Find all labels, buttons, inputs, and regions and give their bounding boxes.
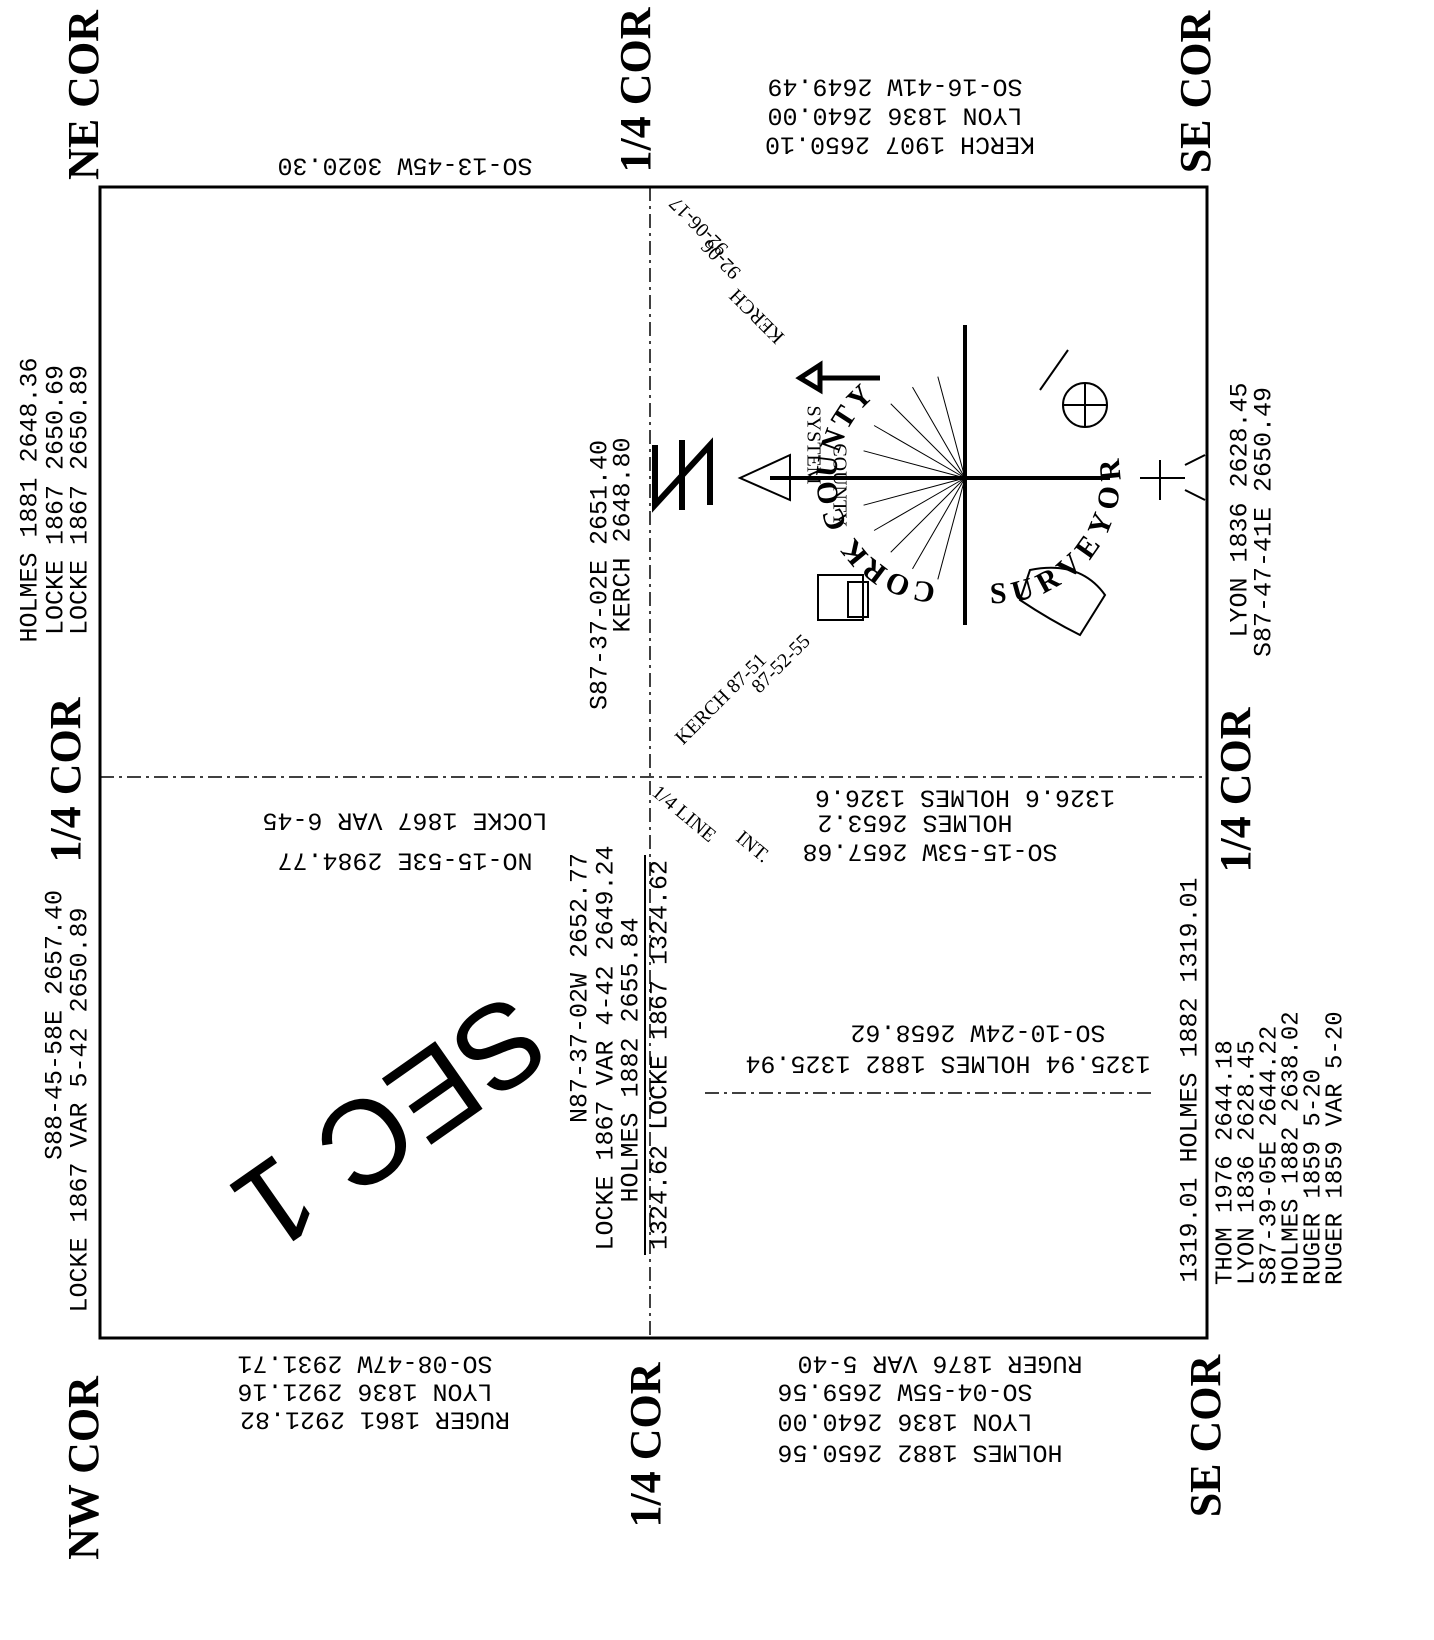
survey-label: SO-04-55W 2659.56	[777, 1376, 1032, 1405]
corner-label: NW COR	[59, 1375, 108, 1560]
compass-ray	[873, 477, 966, 531]
survey-label: HOLMES 1882 2638.02	[1278, 1011, 1305, 1285]
survey-label: HOLMES 1882 2655.84	[617, 917, 646, 1202]
survey-block: THOM 1976 2644.18 LYON 1836 2628.45 S87-…	[1212, 1011, 1349, 1285]
survey-label: 1325.94 HOLMES 1882 1325.94	[745, 1048, 1150, 1077]
survey-label: 1/4 LINE	[648, 781, 720, 847]
tripod-icon	[1140, 454, 1206, 501]
section-label: SEC 1	[210, 968, 571, 1277]
survey-label: LYON 1836 2640.00	[767, 100, 1022, 129]
compass-ray	[912, 386, 966, 479]
survey-label: S87-39-05E 2644.22	[1256, 1026, 1283, 1285]
survey-label: KERCH 1907 2650.10	[765, 129, 1035, 158]
survey-label: RUGER 1859 5-20	[1300, 1069, 1327, 1285]
triangle	[737, 453, 791, 502]
survey-label: LOCKE 1867 VAR 4-42 2649.24	[592, 845, 621, 1250]
compass-rays	[860, 376, 966, 580]
pen-icon	[1039, 349, 1069, 391]
survey-label: SO-16-41W 2649.49	[767, 71, 1022, 100]
survey-label: SO-13-45W 3020.30	[277, 150, 532, 179]
survey-label: HOLMES 1882 2650.56	[777, 1437, 1062, 1466]
corner-label: 1/4 COR	[621, 1361, 670, 1527]
survey-label: LOCKE 1867 2650.89	[66, 365, 95, 635]
globe-icon	[1063, 383, 1107, 427]
survey-label: RUGER 1859 VAR 5-20	[1322, 1011, 1349, 1285]
survey-label: INT.	[732, 827, 774, 868]
logo-text: SYSTEM	[802, 406, 824, 485]
survey-label: 1326.6 HOLMES 1326.6	[815, 782, 1115, 811]
survey-label: LOCKE 1867 VAR 5-42 2650.89	[66, 907, 95, 1312]
survey-label: NO-15-53E 2984.77	[277, 845, 532, 874]
survey-label: HOLMES 2653.2	[817, 807, 1012, 836]
compass-ray	[890, 477, 966, 553]
survey-label: S87-47-41E 2650.49	[1250, 387, 1279, 657]
compass-ray	[890, 403, 966, 479]
survey-label: SO-15-53W 2657.68	[802, 836, 1057, 865]
survey-label: LYON 1836 2628.45	[1226, 382, 1255, 637]
logo: CORK COUNTY SURVEYOR COUNTY SYSTEM KERCH…	[652, 192, 1206, 749]
survey-label: RUGER 1876 VAR 5-40	[797, 1348, 1082, 1377]
survey-label: N87-37-02W 2652.77	[566, 853, 595, 1123]
survey-label: 1319.01 HOLMES 1882 1319.01	[1176, 877, 1205, 1282]
level-icon	[795, 360, 880, 395]
compass-ray	[863, 450, 966, 479]
logo-text: SURVEYOR	[989, 452, 1122, 611]
survey-label: LYON 1836 2921.16	[237, 1376, 492, 1405]
survey-label: SO-08-47W 2931.71	[237, 1348, 492, 1377]
survey-label: LOCKE 1867 VAR 6-45	[262, 805, 547, 834]
survey-label: LYON 1836 2640.00	[777, 1406, 1032, 1435]
corner-label: 1/4 COR	[41, 696, 90, 862]
survey-label: LYON 1836 2628.45	[1234, 1040, 1261, 1285]
computer-icon	[847, 581, 869, 618]
compass-ray	[873, 425, 966, 479]
survey-label: SO-10-24W 2658.62	[850, 1017, 1105, 1046]
section-border	[98, 185, 1209, 1340]
survey-label: S88-45-58E 2657.40	[41, 890, 70, 1160]
corner-label: 1/4 COR	[611, 6, 660, 172]
survey-label: THOM 1976 2644.18	[1212, 1040, 1239, 1285]
compass-ray	[937, 376, 966, 479]
survey-label: 1324.62 LOCKE 1867 1324.62	[646, 860, 675, 1250]
compass-ray	[863, 477, 966, 506]
logo-text: KERCH	[725, 284, 788, 347]
survey-label: RUGER 1861 2921.82	[240, 1404, 510, 1433]
survey-label: LOCKE 1867 2650.69	[42, 365, 71, 635]
logo-text: SURVEYOR	[989, 452, 1128, 611]
corner-label: SE COR	[1181, 1353, 1230, 1517]
compass-ray	[912, 477, 966, 570]
north-arrow	[652, 437, 713, 513]
compass-ray	[937, 477, 966, 580]
computer-icon	[817, 574, 864, 621]
logo-text: COUNTY	[828, 443, 850, 526]
logo-text: KERCH 87-51	[671, 649, 771, 749]
survey-label: S87-37-02E 2651.40	[586, 440, 615, 710]
corner-label: 1/4 COR	[1211, 706, 1260, 872]
survey-label: HOLMES 1881 2648.36	[16, 357, 45, 642]
corner-label: SE COR	[1171, 9, 1220, 173]
survey-label: KERCH 2648.80	[609, 437, 638, 632]
corner-label: NE COR	[59, 9, 108, 180]
scroll-icon	[1018, 566, 1107, 637]
